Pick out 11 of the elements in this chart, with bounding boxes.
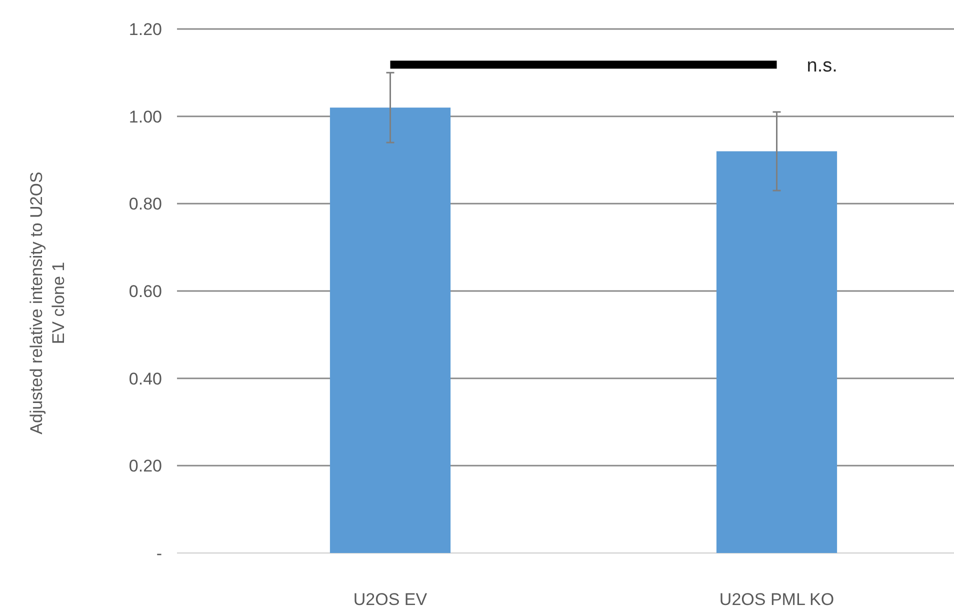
y-tick-label: 0.20 — [128, 456, 162, 476]
y-tick-label: 0.80 — [128, 194, 162, 214]
y-tick-label: 1.20 — [128, 20, 162, 39]
y-tick-label: 0.60 — [128, 282, 162, 301]
y-tick-label: - — [156, 544, 162, 563]
x-tick-label: U2OS PML KO — [719, 590, 834, 609]
x-tick-label: U2OS EV — [353, 590, 428, 609]
y-tick-label: 1.00 — [128, 107, 162, 126]
annotation: n.s. — [806, 55, 838, 76]
y-tick-label: 0.40 — [128, 369, 162, 388]
y-axis-title: Adjusted relative intensity to U2OS EV clone 1 — [27, 172, 68, 434]
